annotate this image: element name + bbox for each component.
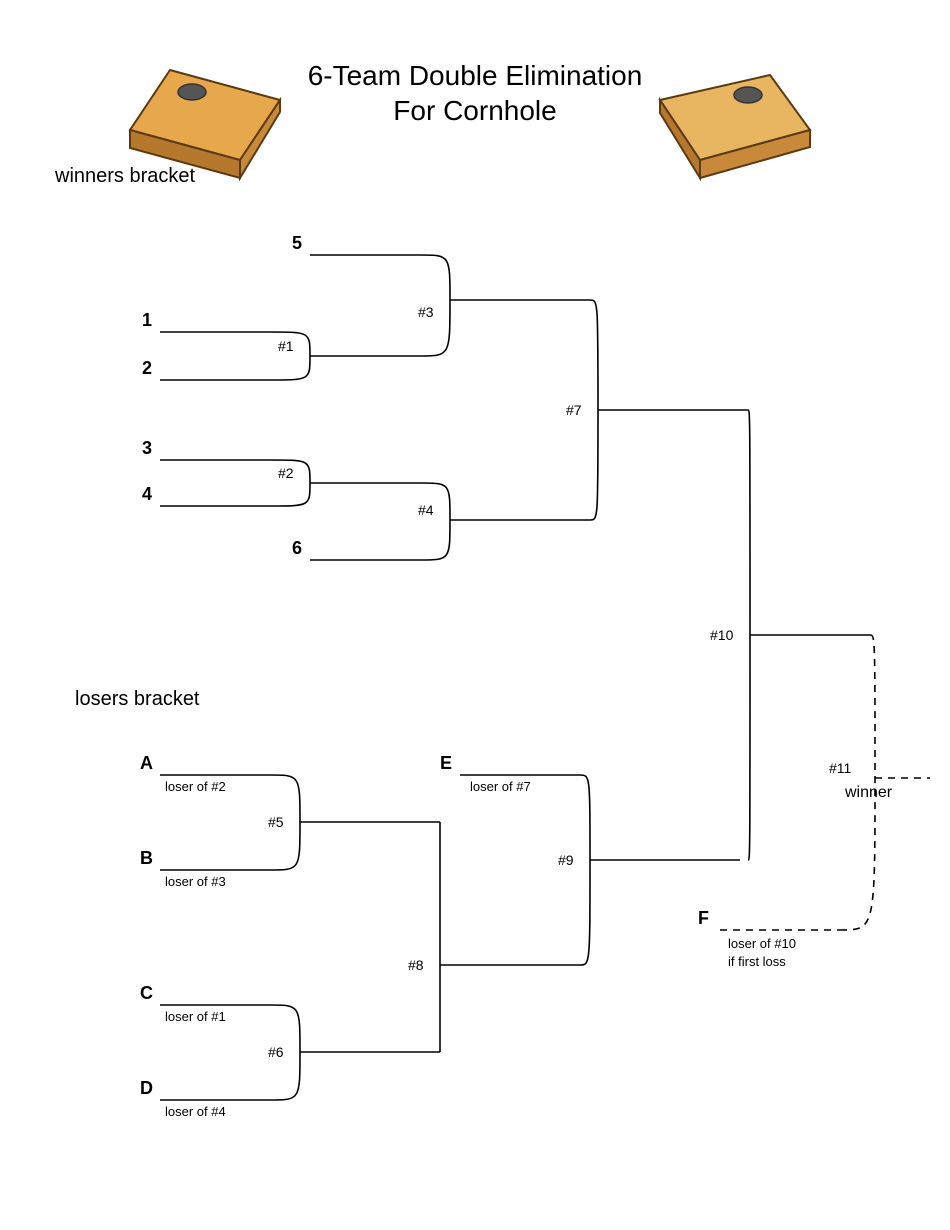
note-F2: if first loss — [728, 954, 786, 969]
seed-E: E — [440, 753, 452, 774]
seed-D: D — [140, 1078, 153, 1099]
seed-2: 2 — [142, 358, 152, 379]
match-2: #2 — [278, 465, 294, 481]
seed-1: 1 — [142, 310, 152, 331]
seed-5: 5 — [292, 233, 302, 254]
seed-3: 3 — [142, 438, 152, 459]
note-F1: loser of #10 — [728, 936, 796, 951]
match-8: #8 — [408, 957, 424, 973]
bracket-canvas: 6-Team Double Elimination For Cornhole w… — [0, 0, 950, 1230]
match-9: #9 — [558, 852, 574, 868]
match-1: #1 — [278, 338, 294, 354]
match-6: #6 — [268, 1044, 284, 1060]
match-7: #7 — [566, 402, 582, 418]
note-E: loser of #7 — [470, 779, 531, 794]
note-B: loser of #3 — [165, 874, 226, 889]
match-5: #5 — [268, 814, 284, 830]
match-4: #4 — [418, 502, 434, 518]
winner-label: winner — [845, 784, 892, 802]
note-C: loser of #1 — [165, 1009, 226, 1024]
note-A: loser of #2 — [165, 779, 226, 794]
seed-C: C — [140, 983, 153, 1004]
match-11: #11 — [829, 760, 851, 776]
seed-B: B — [140, 848, 153, 869]
seed-A: A — [140, 753, 153, 774]
seed-4: 4 — [142, 484, 152, 505]
seed-F: F — [698, 908, 709, 929]
match-3: #3 — [418, 304, 434, 320]
match-10: #10 — [710, 627, 733, 643]
seed-6: 6 — [292, 538, 302, 559]
bracket-lines — [0, 0, 950, 1230]
note-D: loser of #4 — [165, 1104, 226, 1119]
